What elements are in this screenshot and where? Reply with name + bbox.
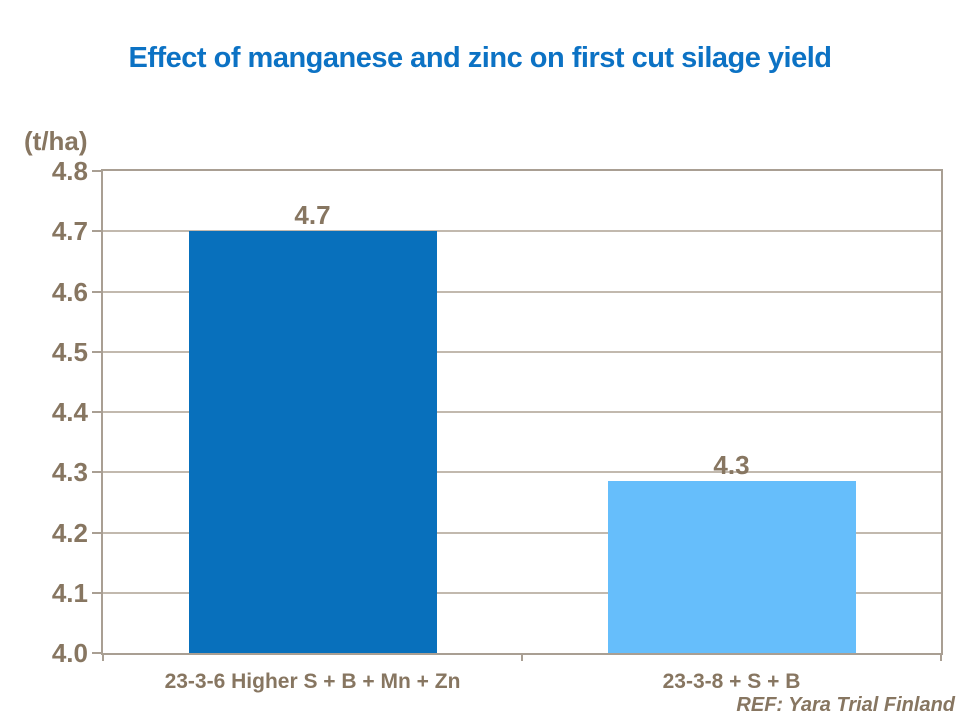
y-tick-mark [92, 411, 101, 413]
x-tick-mark [521, 653, 523, 661]
x-tick-mark [102, 653, 104, 661]
bar-value-label: 4.3 [713, 450, 750, 481]
y-tick-mark [92, 652, 101, 654]
bar-value-label: 4.7 [294, 200, 331, 231]
x-category-label: 23-3-6 Higher S + B + Mn + Zn [164, 670, 461, 693]
y-tick-mark [92, 531, 101, 534]
y-tick-mark [92, 230, 101, 233]
x-category-label: 23-3-8 + S + B [662, 670, 801, 693]
y-axis-unit-label: (t/ha) [24, 126, 88, 156]
reference-note: REF: Yara Trial Finland [736, 694, 955, 716]
gridline [103, 350, 941, 353]
chart-title: Effect of manganese and zinc on first cu… [128, 42, 833, 74]
x-tick-mark [940, 653, 942, 661]
gridline [103, 230, 941, 233]
gridline [103, 471, 941, 474]
y-tick-label: 4.5 [51, 336, 88, 367]
y-tick-label: 4.1 [51, 577, 88, 608]
y-tick-label: 4.0 [51, 638, 88, 668]
gridline [103, 411, 941, 413]
y-tick-mark [92, 350, 101, 353]
gridline [103, 531, 941, 534]
gridline [103, 591, 941, 594]
y-tick-label: 4.6 [51, 276, 88, 307]
y-tick-mark [92, 591, 101, 594]
bar [188, 231, 437, 653]
y-tick-label: 4.7 [51, 216, 88, 247]
y-tick-mark [92, 170, 101, 172]
bar [607, 481, 856, 653]
y-tick-mark [92, 290, 101, 293]
y-tick-label: 4.2 [51, 517, 88, 548]
y-tick-label: 4.8 [51, 156, 88, 186]
gridline [103, 290, 941, 293]
y-tick-label: 4.3 [51, 457, 88, 488]
y-tick-label: 4.4 [51, 397, 88, 427]
y-tick-mark [92, 471, 101, 474]
